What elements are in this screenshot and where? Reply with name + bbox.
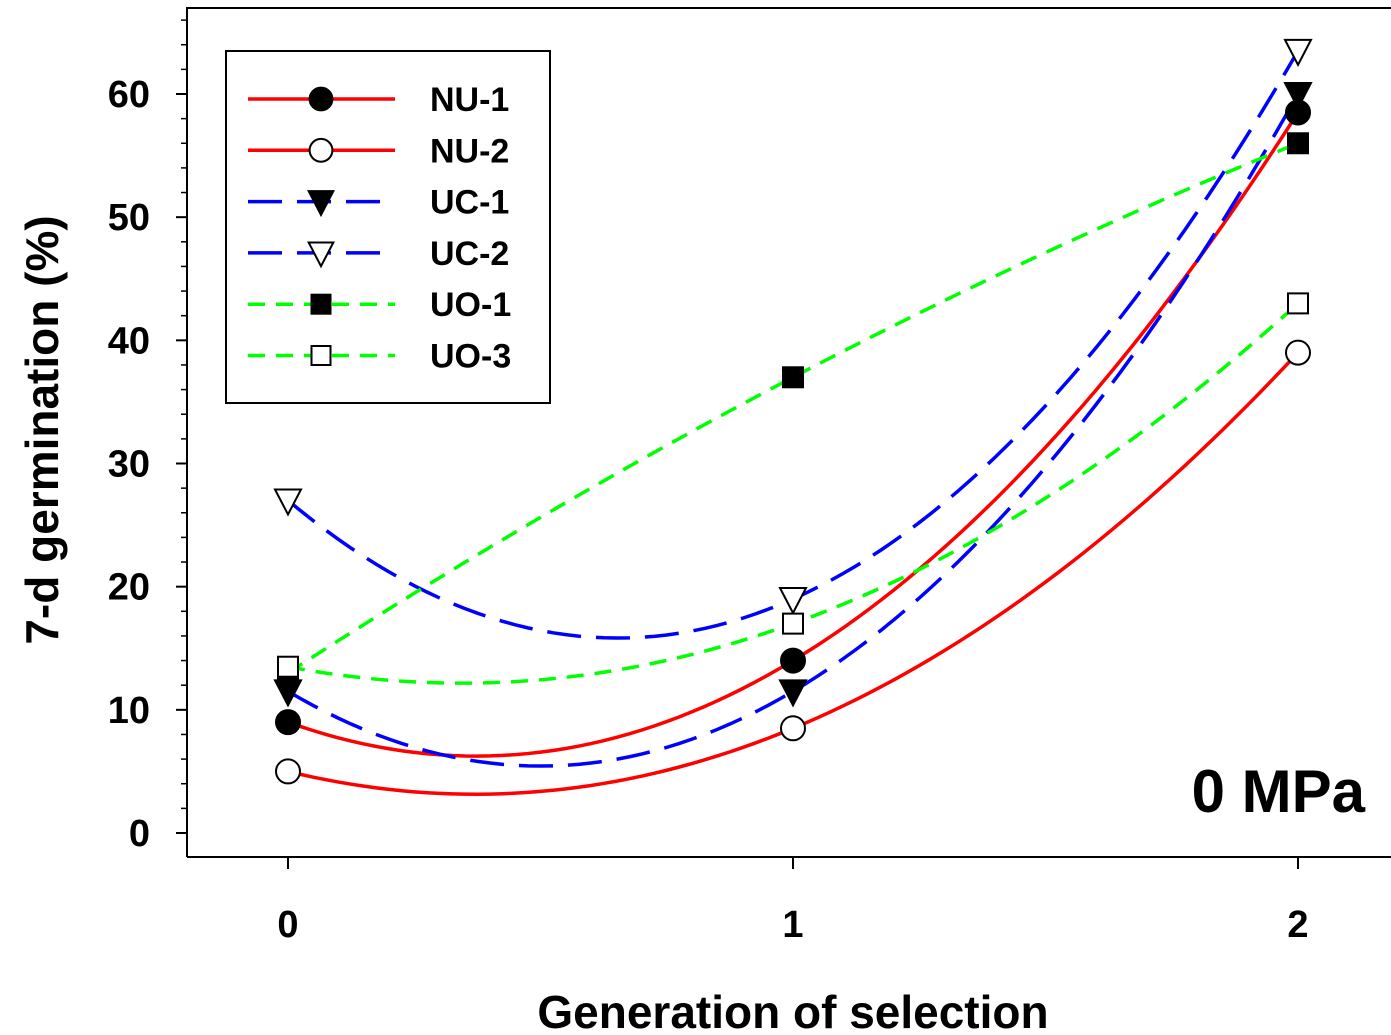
data-point-uc-2-x1 [778, 586, 808, 616]
legend-marker-nu-1 [308, 86, 334, 112]
data-point-uc-1-x0 [273, 679, 303, 708]
data-point-uc-2-x2 [1283, 38, 1313, 68]
legend: NU-1 NU-2 UC-1 UC-2 UO-1 UO-3 [225, 50, 551, 404]
legend-label-uc-2: UC-2 [430, 235, 509, 273]
x-tick-label-2: 2 [1287, 904, 1308, 946]
legend-marker-uo-1 [310, 293, 332, 315]
y-axis: 0 10 20 30 40 50 60 [108, 19, 187, 855]
y-tick-label-60: 60 [108, 74, 150, 116]
data-point-nu-2-x1 [780, 715, 806, 742]
data-point-uc-1-x2 [1283, 82, 1313, 111]
x-axis: 0 1 2 [277, 857, 1309, 946]
y-tick-label-10: 10 [108, 690, 150, 732]
x-tick-label-0: 0 [277, 904, 298, 946]
data-point-nu-1-x1 [780, 647, 806, 674]
data-point-uo-3-x0 [277, 655, 299, 678]
data-point-uo-1-x2 [1287, 132, 1309, 155]
legend-box [225, 50, 551, 404]
legend-marker-uc-2 [307, 241, 335, 269]
series-line-uc-1 [287, 93, 1300, 768]
data-point-nu-1-x0 [275, 709, 301, 736]
legend-marker-uc-1 [307, 190, 335, 218]
x-tick-label-1: 1 [782, 904, 803, 946]
data-point-uo-3-x2 [1287, 292, 1309, 315]
y-tick-label-0: 0 [129, 813, 150, 855]
legend-label-uo-1: UO-1 [430, 286, 511, 324]
y-tick-label-30: 30 [108, 444, 150, 486]
series-line-uo-1 [287, 141, 1299, 675]
y-tick-label-20: 20 [108, 567, 150, 609]
x-axis-title: Generation of selection [537, 986, 1048, 1035]
legend-marker-uo-3 [310, 345, 332, 366]
plot-frame-border [186, 7, 1391, 858]
data-point-uo-3-x1 [782, 612, 804, 635]
legend-label-nu-1: NU-1 [430, 81, 509, 119]
data-point-uc-1-x1 [778, 679, 808, 708]
data-point-nu-2-x2 [1285, 339, 1311, 366]
data-point-nu-2-x0 [275, 758, 301, 785]
plot-frame [186, 7, 1391, 858]
y-tick-label-50: 50 [108, 197, 150, 239]
legend-marker-nu-2 [308, 137, 334, 163]
annotation-label: 0 MPa [1192, 758, 1366, 825]
legend-label-uo-3: UO-3 [430, 338, 511, 376]
data-point-uo-1-x1 [782, 366, 804, 389]
series-markers [273, 38, 1313, 785]
y-axis-title: 7-d germination (%) [16, 215, 68, 644]
data-point-uc-2-x0 [273, 488, 303, 517]
legend-label-uc-1: UC-1 [430, 184, 509, 222]
legend-label-nu-2: NU-2 [430, 132, 509, 170]
y-tick-label-40: 40 [108, 320, 150, 362]
